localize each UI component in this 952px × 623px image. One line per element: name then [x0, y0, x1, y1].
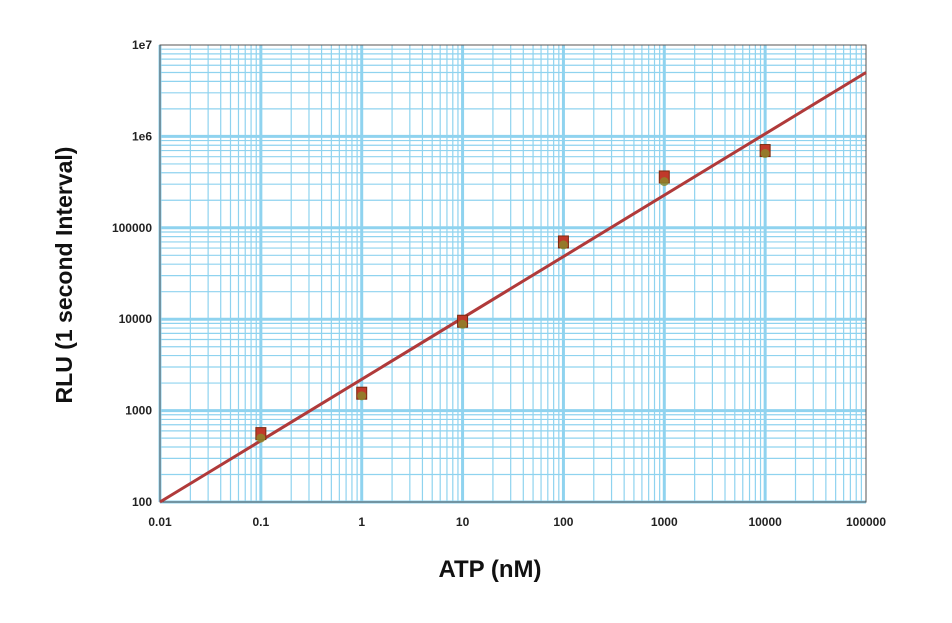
y-axis-label: RLU (1 second Interval): [51, 147, 77, 404]
fit-line: [159, 71, 867, 504]
x-tick-label: 10: [456, 515, 470, 529]
data-point-circle: [357, 391, 367, 401]
x-tick-label: 10000: [748, 515, 782, 529]
y-tick-label: 10000: [119, 312, 153, 326]
data-point-circle: [760, 148, 770, 158]
data-point-circle: [558, 240, 568, 250]
plot-frame: [159, 44, 867, 503]
x-tick-label: 100000: [846, 515, 886, 529]
y-tick-label: 100000: [112, 221, 152, 235]
y-tick-label: 1000: [125, 404, 152, 418]
grid: [158, 45, 866, 504]
y-tick-label: 100: [132, 495, 152, 509]
x-axis-label: ATP (nM): [438, 556, 541, 583]
data-point-circle: [458, 319, 468, 329]
x-tick-label: 0.01: [148, 515, 172, 529]
data-point-circle: [256, 433, 266, 443]
y-tick-label: 1e7: [132, 38, 152, 52]
x-tick-label: 100: [553, 515, 573, 529]
data-points: [255, 144, 771, 443]
data-point-circle: [659, 177, 669, 187]
y-ticks: 100 1000 10000 100000 1e6 1e7: [112, 38, 152, 509]
y-tick-label: 1e6: [132, 129, 152, 143]
x-tick-label: 1000: [651, 515, 678, 529]
x-ticks: 0.01 0.1 1 10 100 1000 10000 100000: [148, 515, 886, 529]
x-tick-label: 0.1: [253, 515, 270, 529]
x-tick-label: 1: [358, 515, 365, 529]
